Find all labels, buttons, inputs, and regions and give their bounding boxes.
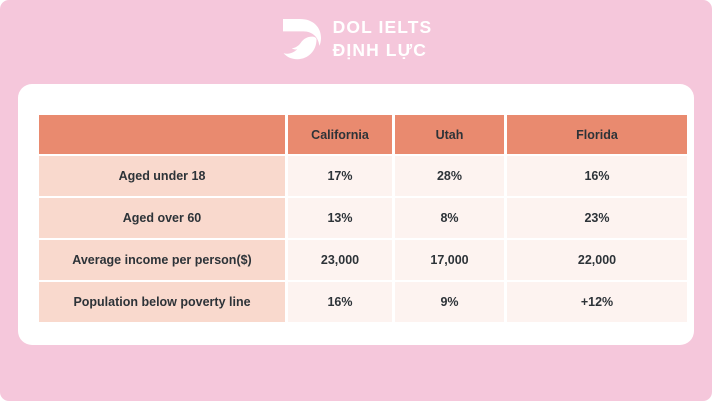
row-label-poverty-line: Population below poverty line (39, 282, 285, 322)
cell-average-income-utah: 17,000 (395, 240, 504, 280)
cell-average-income-california: 23,000 (288, 240, 392, 280)
table-header-row: California Utah Florida (39, 115, 687, 154)
table-card: California Utah Florida Aged under 18 17… (18, 84, 694, 345)
brand-line-1: DOL IELTS (332, 17, 433, 37)
cell-aged-under-18-california: 17% (288, 156, 392, 196)
column-header-california: California (288, 115, 392, 154)
cell-poverty-line-utah: 9% (395, 282, 504, 322)
state-statistics-table: California Utah Florida Aged under 18 17… (36, 113, 690, 324)
table-row: Population below poverty line 16% 9% +12… (39, 282, 687, 322)
table-row: Aged under 18 17% 28% 16% (39, 156, 687, 196)
brand-wordmark: DOL IELTS ĐỊNH LỰC (332, 17, 433, 60)
cell-poverty-line-florida: +12% (507, 282, 687, 322)
dol-leaf-logo-icon (282, 19, 321, 60)
table-header: California Utah Florida (39, 115, 687, 154)
cell-aged-under-18-florida: 16% (507, 156, 687, 196)
row-label-aged-under-18: Aged under 18 (39, 156, 285, 196)
brand-header: DOL IELTS ĐỊNH LỰC (0, 14, 712, 64)
column-header-utah: Utah (395, 115, 504, 154)
table-corner-cell (39, 115, 285, 154)
column-header-florida: Florida (507, 115, 687, 154)
table-body: Aged under 18 17% 28% 16% Aged over 60 1… (39, 156, 687, 322)
row-label-aged-over-60: Aged over 60 (39, 198, 285, 238)
cell-aged-over-60-florida: 23% (507, 198, 687, 238)
cell-poverty-line-california: 16% (288, 282, 392, 322)
cell-aged-under-18-utah: 28% (395, 156, 504, 196)
cell-aged-over-60-california: 13% (288, 198, 392, 238)
table-row: Aged over 60 13% 8% 23% (39, 198, 687, 238)
cell-aged-over-60-utah: 8% (395, 198, 504, 238)
row-label-average-income: Average income per person($) (39, 240, 285, 280)
brand-line-2: ĐỊNH LỰC (332, 39, 427, 60)
table-row: Average income per person($) 23,000 17,0… (39, 240, 687, 280)
cell-average-income-florida: 22,000 (507, 240, 687, 280)
